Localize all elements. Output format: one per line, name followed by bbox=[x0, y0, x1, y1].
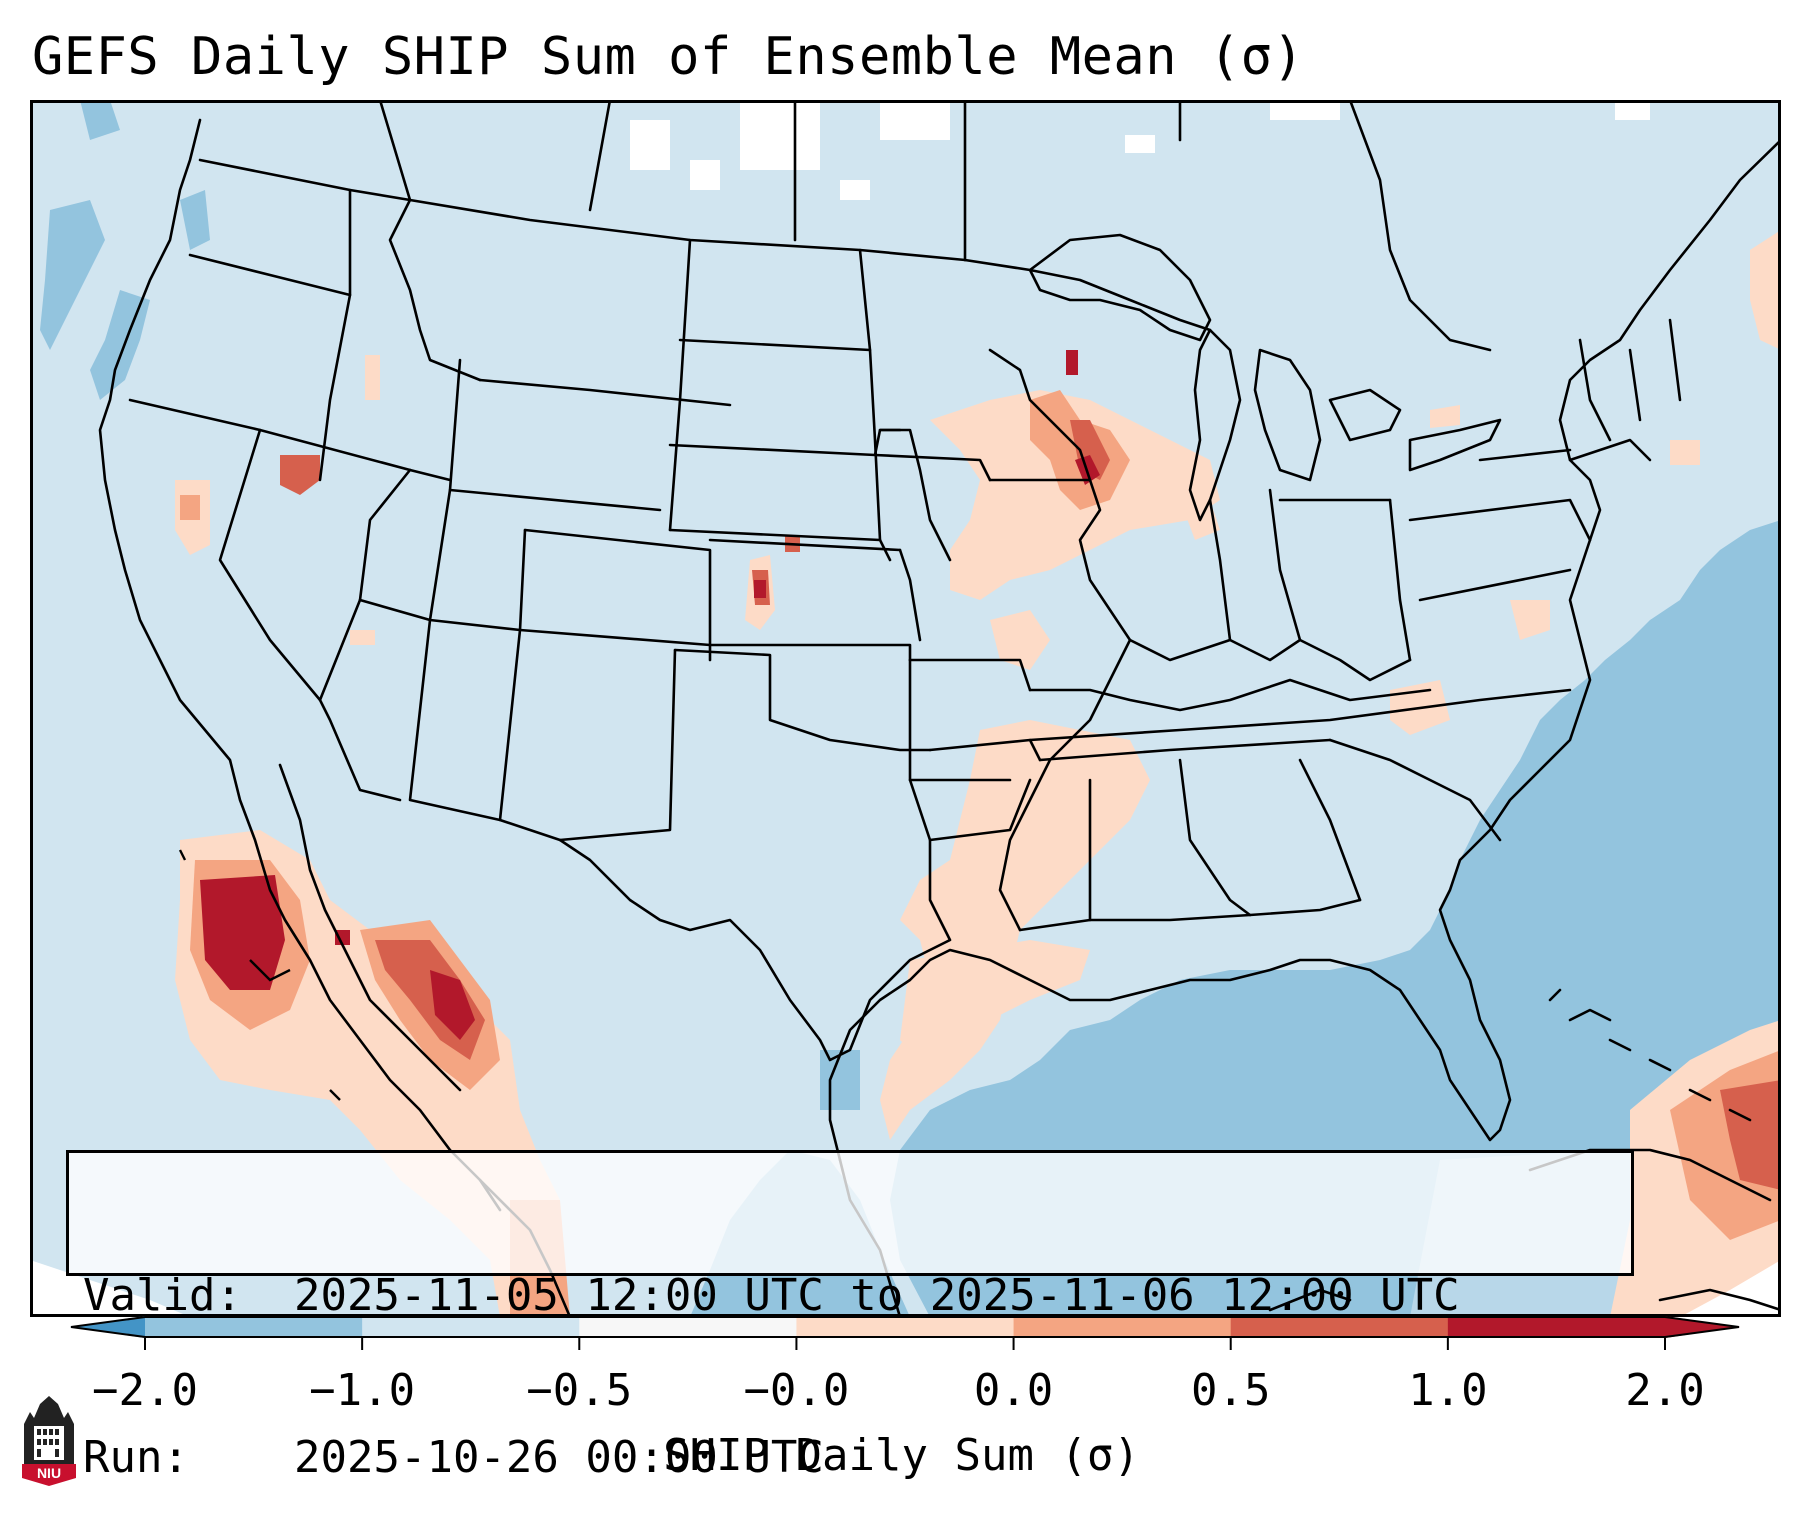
map-svg bbox=[30, 100, 1781, 1317]
map-panel bbox=[30, 100, 1781, 1317]
run-label: Run: bbox=[83, 1432, 189, 1483]
colorbar-tick-label: −0.5 bbox=[526, 1365, 633, 1416]
island-outlines bbox=[178, 849, 341, 1101]
colorbar-segment bbox=[1230, 1316, 1449, 1338]
university-tower-icon: NIU bbox=[22, 1396, 76, 1486]
colorbar-extend-left bbox=[70, 1316, 145, 1338]
colorbar-tick-label: −0.0 bbox=[743, 1365, 850, 1416]
colorbar-segment bbox=[362, 1316, 580, 1338]
missing-data-patches bbox=[630, 100, 1650, 200]
atlantic-negative-region bbox=[890, 520, 1781, 1317]
valid-line: Valid: 2025-11-05 12:00 UTC to 2025-11-06… bbox=[83, 1269, 1617, 1323]
colorbar-segment bbox=[796, 1316, 1015, 1338]
colorbar-tick-label: 0.5 bbox=[1190, 1365, 1271, 1416]
colorbar-segment bbox=[1013, 1316, 1232, 1338]
run-line: Run: 2025-10-26 00:00 UTC bbox=[83, 1431, 1617, 1485]
valid-run-info-box: Valid: 2025-11-05 12:00 UTC to 2025-11-06… bbox=[66, 1150, 1634, 1483]
colorbar-outline bbox=[70, 1316, 1740, 1338]
colorbar bbox=[70, 1316, 1740, 1362]
colorbar-svg bbox=[70, 1316, 1740, 1350]
colorbar-label: SHIP Daily Sum (σ) bbox=[663, 1430, 1140, 1481]
logo-text: NIU bbox=[37, 1465, 61, 1481]
run-value: 2025-10-26 00:00 UTC bbox=[294, 1432, 824, 1483]
colorbar-segment bbox=[579, 1316, 797, 1338]
map-border-frame bbox=[30, 100, 1781, 1317]
valid-value: 2025-11-05 12:00 UTC to 2025-11-06 12:00… bbox=[294, 1270, 1460, 1321]
colorbar-tick-label: 1.0 bbox=[1408, 1365, 1488, 1416]
niu-logo: NIU bbox=[20, 1394, 78, 1486]
page-title: GEFS Daily SHIP Sum of Ensemble Mean (σ) bbox=[32, 27, 1305, 87]
valid-label: Valid: bbox=[83, 1270, 242, 1321]
colorbar-segment bbox=[1447, 1316, 1666, 1338]
colorbar-tick-label: 0.0 bbox=[973, 1365, 1054, 1416]
colorbar-tick-label: −1.0 bbox=[309, 1365, 416, 1416]
map-borders bbox=[98, 100, 1781, 1317]
colorbar-tick-label: −2.0 bbox=[92, 1365, 198, 1416]
colorbar-segment bbox=[145, 1316, 363, 1338]
colorbar-extend-right bbox=[1665, 1316, 1740, 1338]
colorbar-tick-label: 2.0 bbox=[1625, 1365, 1705, 1416]
